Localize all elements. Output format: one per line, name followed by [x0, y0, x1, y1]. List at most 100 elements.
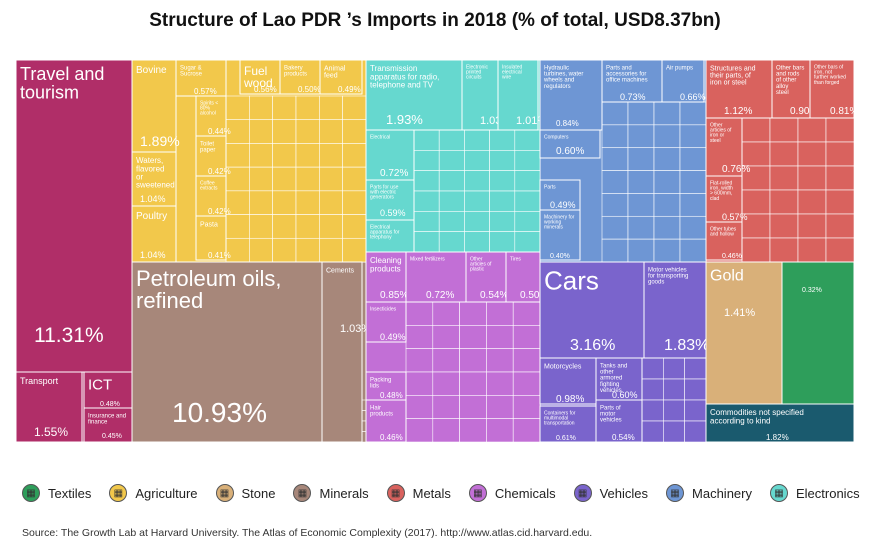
tile-label: Motor vehicles for transporting goods — [648, 267, 688, 285]
minor-tile — [295, 95, 320, 121]
tile-rect — [15, 371, 83, 443]
legend-item-vehicles: ▦ Vehicles — [573, 484, 648, 502]
minor-tile — [464, 129, 490, 151]
tile-value: 11.31% — [34, 324, 104, 347]
minor-tile — [295, 166, 320, 192]
minor-tile — [627, 170, 655, 194]
legend-item-minerals: ▦ Minerals — [293, 484, 369, 502]
tile-label: Animal feed — [324, 65, 346, 79]
minor-tile — [464, 150, 490, 171]
tile-rect — [539, 209, 581, 261]
tile-value: 0.72% — [380, 168, 408, 179]
minor-tile — [489, 170, 516, 192]
minor-tile — [514, 190, 541, 212]
minor-tile — [489, 231, 516, 253]
minor-tile — [413, 211, 440, 232]
minor-tile — [653, 170, 681, 194]
minor-tile — [432, 301, 460, 326]
electronics-icon: ▦ — [769, 484, 788, 502]
tile-label: ICT — [88, 377, 112, 394]
tile-rect — [365, 399, 407, 443]
minor-tile — [459, 418, 487, 443]
tile-other-tubes-and-hollow: Other tubes and hollow 0.46% — [705, 221, 743, 261]
tile-tanks-and-other-armored-fighting-vehicles: Tanks and other armored fighting vehicles0.6… — [595, 357, 643, 401]
minor-tile — [413, 231, 440, 253]
minor-tile — [512, 301, 541, 326]
minor-tile — [413, 150, 440, 171]
minor-tile — [342, 214, 367, 239]
tile-value: 1.04% — [140, 194, 166, 204]
vehicles-icon: ▦ — [573, 484, 592, 502]
minor-tile — [464, 231, 490, 253]
tile-label: Parts — [544, 185, 556, 191]
minor-tile — [797, 213, 827, 239]
agriculture-icon: ▦ — [109, 484, 128, 502]
minor-tile — [319, 190, 343, 215]
minor-tile — [464, 211, 490, 232]
tile-rect — [195, 95, 227, 137]
stone-icon: ▦ — [215, 484, 234, 502]
minor-tile — [641, 357, 664, 380]
minor-tile — [601, 170, 629, 194]
tile-rect — [705, 117, 743, 177]
tile-rect — [131, 205, 177, 263]
minor-tile — [641, 399, 664, 422]
tile-parts-for-use-with-electric-generators: Parts for use with electric generators 0.59… — [365, 179, 415, 221]
tile-value: 0.81% — [830, 106, 858, 117]
tile-value: 0.84% — [556, 119, 579, 128]
minor-tile — [295, 214, 320, 239]
tile-rect — [705, 221, 743, 261]
legend-label: Minerals — [319, 485, 369, 501]
minor-tile — [438, 190, 465, 212]
minor-tile — [486, 325, 514, 349]
minor-tile — [627, 147, 655, 171]
tile-value: 0.46% — [722, 253, 742, 260]
minor-tile — [797, 165, 827, 191]
tile-hydraulic-turbines-water-wheels-and-regulators: Hydraulic turbines, water wheels and regula… — [539, 59, 603, 131]
minor-tile — [459, 325, 487, 349]
tile-rect — [461, 59, 499, 131]
tile-label: Toilet paper — [200, 141, 215, 153]
tile-ict: ICT — [83, 371, 133, 409]
minor-tile — [459, 371, 487, 396]
minor-tile — [342, 237, 367, 263]
tile-rect — [539, 129, 601, 159]
tile-value: 0.45% — [102, 433, 122, 440]
minor-tile — [769, 213, 799, 239]
tile-rect — [705, 403, 855, 443]
legend-label: Agriculture — [135, 485, 198, 501]
tile-motorcycles: Motorcycles 0.98% — [539, 357, 597, 405]
minor-tile — [432, 348, 460, 373]
minor-tile — [272, 95, 297, 121]
minor-tile — [769, 141, 799, 167]
legend-item-stone: ▦ Stone — [215, 484, 275, 502]
tile-value: 0.61% — [556, 435, 576, 442]
minor-tile — [225, 214, 250, 239]
minor-tile — [512, 395, 541, 419]
tile-rect — [539, 179, 581, 211]
tile-value: 0.85% — [380, 290, 408, 301]
minor-tile — [825, 165, 855, 191]
tile-coffee-extracts: Coffee extracts 0.42% — [195, 175, 231, 217]
minor-tile — [663, 357, 685, 380]
minor-tile — [486, 301, 514, 326]
tile-label: Air pumps — [666, 65, 693, 71]
minor-tile — [295, 190, 320, 215]
legend-item-machinery: ▦ Machinery — [666, 484, 752, 502]
tile-other-bars-of-iron-not-further-worked-than-forged: Other bars of iron, not further worked than… — [809, 59, 858, 119]
tile-hair-products: Hair products 0.46% — [365, 399, 407, 443]
tile-value: 0.98% — [556, 394, 584, 405]
source-note: Source: The Growth Lab at Harvard Univer… — [22, 527, 593, 539]
minor-tile — [249, 214, 273, 239]
tile-value: 0.46% — [380, 433, 403, 442]
tile-label: Containers for multimodal transportation — [544, 411, 576, 427]
tile-label: Motorcycles — [544, 363, 582, 370]
legend-item-metals: ▦ Metals — [386, 484, 451, 502]
legend-item-textiles: ▦ Textiles — [22, 484, 91, 502]
minor-tile — [825, 237, 855, 263]
minor-tile — [405, 348, 434, 373]
minor-tile — [741, 189, 771, 215]
tile-rect — [195, 215, 227, 261]
